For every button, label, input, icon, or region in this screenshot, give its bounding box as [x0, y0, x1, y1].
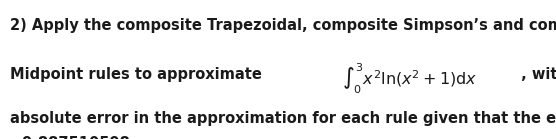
- Text: Midpoint rules to approximate: Midpoint rules to approximate: [10, 67, 267, 82]
- Text: $\int_{0}^{3} x^{2}\ln(x^{2}+1)\mathrm{d}x$: $\int_{0}^{3} x^{2}\ln(x^{2}+1)\mathrm{d…: [341, 61, 477, 95]
- Text: absolute error in the approximation for each rule given that the exact value: absolute error in the approximation for …: [10, 111, 556, 126]
- Text: 2) Apply the composite Trapezoidal, composite Simpson’s and composite: 2) Apply the composite Trapezoidal, comp…: [10, 18, 556, 33]
- Text: =9.887510598 .: =9.887510598 .: [10, 136, 141, 139]
- Text: , with  h=0.75. Find the: , with h=0.75. Find the: [516, 67, 556, 82]
